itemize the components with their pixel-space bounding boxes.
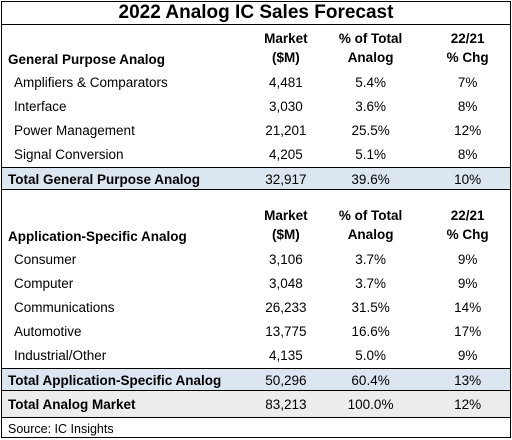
application-header-row: Application-Specific Analog Market ($M) …: [2, 206, 510, 248]
row-change: 17%: [454, 324, 482, 339]
row-market: 13,775: [265, 324, 307, 339]
change-column-header: 22/21 % Chg: [446, 208, 489, 242]
row-share: 5.1%: [355, 147, 386, 162]
row-label: Amplifiers & Comparators: [14, 75, 168, 90]
general-section-heading: General Purpose Analog: [8, 52, 166, 67]
row-label: Total General Purpose Analog: [8, 172, 201, 187]
row-change: 10%: [454, 172, 482, 187]
table-row: Industrial/Other 4,135 5.0% 9%: [2, 344, 510, 368]
row-label: Industrial/Other: [14, 348, 107, 363]
source-note: Source: IC Insights: [8, 422, 114, 436]
table-row: Interface 3,030 3.6% 8%: [2, 95, 510, 119]
row-market: 26,233: [265, 300, 307, 315]
general-header-row: General Purpose Analog Market ($M) % of …: [2, 25, 510, 71]
row-share: 31.5%: [351, 300, 390, 315]
application-total-row: Total Application-Specific Analog 50,296…: [2, 368, 510, 391]
row-market: 3,030: [269, 99, 303, 114]
table-row: Computer 3,048 3.7% 9%: [2, 272, 510, 296]
table-title: 2022 Analog IC Sales Forecast: [2, 2, 510, 25]
row-market: 4,481: [269, 75, 303, 90]
table-row: Amplifiers & Comparators 4,481 5.4% 7%: [2, 71, 510, 95]
row-change: 7%: [457, 75, 478, 90]
row-market: 4,135: [269, 348, 303, 363]
row-change: 9%: [457, 276, 478, 291]
row-change: 8%: [457, 147, 478, 162]
row-market: 3,106: [269, 252, 303, 267]
row-change: 12%: [454, 123, 482, 138]
row-change: 14%: [454, 300, 482, 315]
row-share: 60.4%: [351, 373, 390, 388]
row-share: 3.6%: [355, 99, 386, 114]
row-change: 9%: [457, 348, 478, 363]
row-market: 21,201: [265, 123, 307, 138]
row-market: 4,205: [269, 147, 303, 162]
row-share: 3.7%: [355, 276, 386, 291]
row-share: 25.5%: [351, 123, 390, 138]
row-change: 13%: [454, 373, 482, 388]
general-total-row: Total General Purpose Analog 32,917 39.6…: [2, 167, 510, 190]
row-label: Computer: [14, 276, 74, 291]
share-column-header: % of Total Analog: [338, 208, 403, 242]
row-label: Total Application-Specific Analog: [8, 373, 222, 388]
row-share: 5.0%: [355, 348, 386, 363]
row-market: 3,048: [269, 276, 303, 291]
market-column-header: Market ($M): [264, 31, 308, 65]
change-column-header: 22/21 % Chg: [446, 31, 489, 65]
row-label: Automotive: [14, 324, 82, 339]
application-section-heading: Application-Specific Analog: [8, 229, 187, 244]
row-label: Interface: [14, 99, 67, 114]
row-share: 5.4%: [355, 75, 386, 90]
section-spacer: [2, 190, 510, 206]
row-change: 12%: [454, 397, 482, 412]
row-market: 32,917: [265, 172, 307, 187]
row-share: 39.6%: [351, 172, 390, 187]
table-row: Signal Conversion 4,205 5.1% 8%: [2, 143, 510, 167]
row-label: Communications: [14, 300, 115, 315]
row-share: 3.7%: [355, 252, 386, 267]
row-change: 8%: [457, 99, 478, 114]
row-label: Power Management: [14, 123, 135, 138]
share-column-header: % of Total Analog: [338, 31, 403, 65]
table-row: Consumer 3,106 3.7% 9%: [2, 248, 510, 272]
row-share: 100.0%: [347, 397, 394, 412]
table-row: Automotive 13,775 16.6% 17%: [2, 320, 510, 344]
row-label: Total Analog Market: [8, 397, 136, 412]
table-row: Communications 26,233 31.5% 14%: [2, 296, 510, 320]
row-label: Consumer: [14, 252, 77, 267]
row-share: 16.6%: [351, 324, 390, 339]
grand-total-row: Total Analog Market 83,213 100.0% 12%: [2, 391, 510, 418]
row-market: 83,213: [265, 397, 307, 412]
row-label: Signal Conversion: [14, 147, 124, 162]
market-column-header: Market ($M): [264, 208, 308, 242]
table-row: Power Management 21,201 25.5% 12%: [2, 119, 510, 143]
row-change: 9%: [457, 252, 478, 267]
row-market: 50,296: [265, 373, 307, 388]
